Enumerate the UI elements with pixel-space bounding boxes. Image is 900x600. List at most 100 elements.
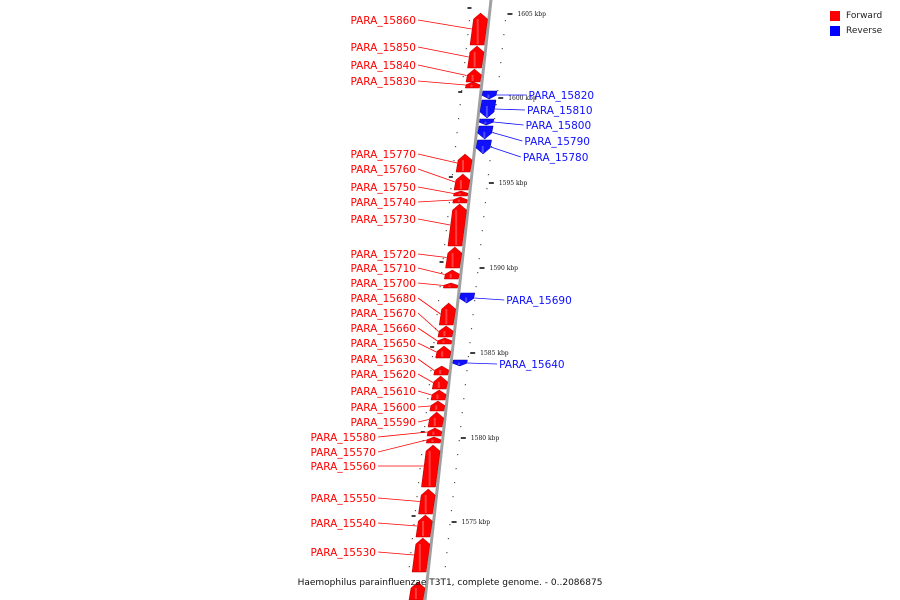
gene-label[interactable]: PARA_15800 [526, 120, 592, 132]
minor-tick [495, 104, 497, 106]
gene-label[interactable]: PARA_15720 [350, 249, 416, 261]
forward-swatch-icon [830, 10, 840, 21]
gene-highlight [422, 521, 425, 536]
gene-arrow[interactable] [453, 173, 471, 191]
minor-tick [439, 286, 441, 288]
gene-label[interactable]: PARA_15640 [499, 359, 565, 371]
gene-label[interactable]: PARA_15560 [310, 461, 376, 473]
gene-highlight [436, 394, 439, 399]
gene-label[interactable]: PARA_15540 [310, 518, 376, 530]
minor-tick [411, 538, 414, 540]
gene-arrow[interactable] [429, 400, 446, 412]
minor-tick [431, 356, 434, 358]
gene-label[interactable]: PARA_15750 [350, 182, 416, 194]
gene-connector [417, 153, 458, 164]
gene-arrow[interactable] [453, 190, 469, 197]
gene-label[interactable]: PARA_15630 [350, 354, 416, 366]
gene-arrow[interactable] [477, 125, 494, 140]
gene-arrow[interactable] [447, 203, 467, 247]
gene-arrow[interactable] [436, 337, 453, 345]
gene-label[interactable]: PARA_15670 [350, 308, 416, 320]
gene-label[interactable]: PARA_15570 [310, 447, 376, 459]
gene-connector [417, 373, 434, 383]
gene-label[interactable]: PARA_15740 [350, 197, 416, 209]
gene-arrow[interactable] [431, 375, 448, 390]
gene-arrow[interactable] [467, 45, 485, 69]
gene-connector [494, 108, 526, 111]
gene-arrow[interactable] [435, 345, 452, 359]
minor-tick [447, 216, 449, 218]
gene-label[interactable]: PARA_15730 [350, 214, 416, 226]
tick-label: 1600 kbp [508, 95, 537, 102]
gene-connector [417, 297, 441, 315]
gene-connector [417, 186, 454, 194]
gene-label[interactable]: PARA_15830 [350, 76, 416, 88]
gene-label[interactable]: PARA_15700 [350, 278, 416, 290]
gene-arrow[interactable] [427, 411, 444, 428]
gene-label[interactable]: PARA_15810 [527, 105, 593, 117]
gene-label[interactable]: PARA_15600 [350, 402, 416, 414]
gene-label[interactable]: PARA_15650 [350, 338, 416, 350]
gene-label[interactable]: PARA_15620 [350, 369, 416, 381]
gene-arrow[interactable] [408, 581, 426, 600]
gene-connector [377, 497, 420, 502]
gene-label[interactable]: PARA_15770 [350, 149, 416, 161]
genome-caption: Haemophilus parainfluenzae T3T1, complet… [297, 578, 603, 588]
minor-tick [453, 482, 456, 484]
gene-label[interactable]: PARA_15550 [310, 493, 376, 505]
gene-arrow[interactable] [415, 514, 433, 538]
gene-arrow[interactable] [469, 12, 488, 46]
gene-arrow[interactable] [425, 436, 442, 444]
gene-label[interactable]: PARA_15790 [524, 136, 590, 148]
gene-arrow[interactable] [479, 99, 497, 119]
gene-label[interactable]: PARA_15860 [350, 15, 416, 27]
gene-arrow[interactable] [478, 118, 495, 126]
legend-item-reverse: Reverse [830, 23, 892, 38]
gene-arrow[interactable] [443, 282, 459, 289]
gene-arrow[interactable] [444, 269, 460, 280]
gene-arrow[interactable] [445, 246, 463, 269]
gene-arrow[interactable] [411, 537, 431, 573]
gene-label[interactable]: PARA_15530 [310, 547, 376, 559]
gene-arrow[interactable] [455, 153, 473, 173]
minor-tick [484, 202, 486, 204]
gene-arrow[interactable] [418, 488, 436, 515]
gene-label[interactable]: PARA_15660 [350, 323, 416, 335]
gene-label[interactable]: PARA_15690 [506, 295, 572, 307]
gene-arrow[interactable] [421, 444, 441, 488]
gene-highlight [485, 106, 488, 117]
gene-label[interactable]: PARA_15590 [350, 417, 416, 429]
gene-connector [417, 168, 456, 183]
gene-label[interactable]: PARA_15580 [310, 432, 376, 444]
gene-arrow[interactable] [452, 196, 468, 204]
minor-tick [438, 300, 440, 302]
gene-arrow[interactable] [481, 90, 498, 100]
gene-arrow[interactable] [438, 302, 456, 326]
gene-arrow[interactable] [475, 139, 492, 155]
gene-label[interactable]: PARA_15820 [529, 90, 595, 102]
gene-label[interactable]: PARA_15780 [523, 152, 589, 164]
gene-arrow[interactable] [430, 389, 447, 401]
gene-arrow[interactable] [459, 292, 476, 304]
gene-label[interactable]: PARA_15680 [350, 293, 416, 305]
gene-label[interactable]: PARA_15850 [350, 42, 416, 54]
gene-arrow[interactable] [433, 365, 450, 376]
minor-tick [501, 48, 503, 50]
legend-label-forward: Forward [846, 10, 883, 21]
gene-label[interactable]: PARA_15840 [350, 60, 416, 72]
minor-tick [486, 188, 488, 190]
gene-arrow[interactable] [465, 68, 482, 83]
minor-tick [448, 202, 450, 204]
gene-connector [417, 218, 451, 226]
minor-tick [461, 412, 463, 414]
gene-arrow[interactable] [452, 359, 468, 367]
gene-arrow[interactable] [437, 325, 454, 338]
gene-label[interactable]: PARA_15610 [350, 386, 416, 398]
tick-label: 1580 kbp [471, 435, 500, 442]
gene-arrow[interactable] [465, 81, 481, 89]
gene-label[interactable]: PARA_15760 [350, 164, 416, 176]
gene-arrow[interactable] [426, 427, 443, 437]
minor-tick [489, 160, 491, 162]
gene-label[interactable]: PARA_15710 [350, 263, 416, 275]
